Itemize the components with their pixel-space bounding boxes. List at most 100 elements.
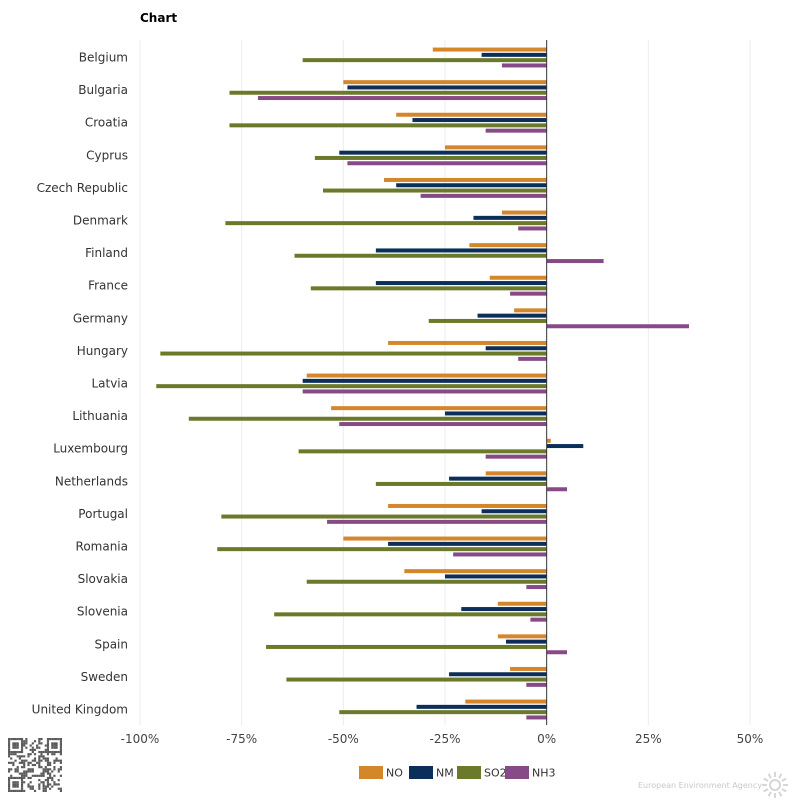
bar-nox[interactable] <box>469 243 547 248</box>
x-tick-label: 0% <box>537 732 556 746</box>
bar-nox[interactable] <box>388 503 547 508</box>
bar-nox[interactable] <box>306 373 547 378</box>
bar-nox[interactable] <box>497 601 547 606</box>
bar-nh3[interactable] <box>420 193 547 198</box>
bar-nh3[interactable] <box>347 161 547 166</box>
bar-nmvoc[interactable] <box>445 574 547 579</box>
bar-sox[interactable] <box>298 449 547 454</box>
bar-sox[interactable] <box>266 644 547 649</box>
bar-nmvoc[interactable] <box>481 509 547 514</box>
bar-nmvoc[interactable] <box>445 411 547 416</box>
bar-nh3[interactable] <box>257 96 547 101</box>
bar-sox[interactable] <box>160 351 547 356</box>
bar-sox[interactable] <box>375 481 547 486</box>
legend-label-nmvoc[interactable]: NM <box>436 767 454 780</box>
bar-nox[interactable] <box>331 406 547 411</box>
bar-sox[interactable] <box>225 221 547 226</box>
bar-nmvoc[interactable] <box>416 704 547 709</box>
legend-swatch-nmvoc[interactable] <box>409 766 433 779</box>
bar-nh3[interactable] <box>546 259 604 264</box>
bar-sox[interactable] <box>229 123 547 128</box>
bar-sox[interactable] <box>302 58 547 63</box>
bar-nmvoc[interactable] <box>477 313 547 318</box>
bar-nox[interactable] <box>343 80 547 85</box>
bar-sox[interactable] <box>428 318 547 323</box>
bar-nox[interactable] <box>514 308 547 313</box>
bar-sox[interactable] <box>221 514 547 519</box>
bar-nox[interactable] <box>343 536 547 541</box>
bar-sox[interactable] <box>306 579 547 584</box>
bar-nh3[interactable] <box>526 715 547 720</box>
bar-sox[interactable] <box>314 155 547 160</box>
bar-nox[interactable] <box>384 177 547 182</box>
bar-nmvoc[interactable] <box>347 85 547 90</box>
bar-sox[interactable] <box>156 384 547 389</box>
bar-nox[interactable] <box>489 275 547 280</box>
category-label: Slovakia <box>78 572 128 586</box>
bar-nh3[interactable] <box>518 226 547 231</box>
bar-nmvoc[interactable] <box>485 346 547 351</box>
bar-nh3[interactable] <box>510 291 547 296</box>
bar-nh3[interactable] <box>530 617 547 622</box>
bar-nh3[interactable] <box>339 422 547 427</box>
bar-nox[interactable] <box>432 47 547 52</box>
eea-sun-icon <box>762 772 788 798</box>
legend-swatch-nh3[interactable] <box>505 766 529 779</box>
bar-nh3[interactable] <box>485 454 547 459</box>
bar-nmvoc[interactable] <box>449 476 547 481</box>
bar-nox[interactable] <box>396 112 547 117</box>
bar-nh3[interactable] <box>485 128 547 133</box>
bar-nox[interactable] <box>445 145 547 150</box>
bar-nmvoc[interactable] <box>473 215 547 220</box>
legend-label-nh3[interactable]: NH3 <box>532 767 556 780</box>
bar-sox[interactable] <box>323 188 547 193</box>
bar-nox[interactable] <box>388 340 547 345</box>
bar-sox[interactable] <box>286 677 547 682</box>
bar-nh3[interactable] <box>518 356 547 361</box>
bar-nmvoc[interactable] <box>546 444 584 449</box>
bar-nh3[interactable] <box>327 519 547 524</box>
bar-nh3[interactable] <box>526 682 547 687</box>
legend-swatch-nox[interactable] <box>359 766 383 779</box>
bar-nox[interactable] <box>501 210 547 215</box>
legend-label-sox[interactable]: SO2 <box>484 767 507 780</box>
bar-nh3[interactable] <box>501 63 547 68</box>
bar-nmvoc[interactable] <box>461 607 547 612</box>
bar-nox[interactable] <box>510 666 547 671</box>
bar-nmvoc[interactable] <box>388 541 547 546</box>
bar-nox[interactable] <box>497 634 547 639</box>
bars <box>156 47 689 720</box>
bar-nmvoc[interactable] <box>449 672 547 677</box>
bar-sox[interactable] <box>310 286 547 291</box>
bar-nh3[interactable] <box>546 487 567 492</box>
bar-nmvoc[interactable] <box>506 639 547 644</box>
bar-nmvoc[interactable] <box>375 281 547 286</box>
category-label: Lithuania <box>72 409 128 423</box>
bar-nh3[interactable] <box>526 585 547 590</box>
bar-nmvoc[interactable] <box>481 52 547 57</box>
bar-nmvoc[interactable] <box>396 183 547 188</box>
x-tick-label: -75% <box>226 732 257 746</box>
legend[interactable]: NO NM SO2 NH3 <box>359 766 556 780</box>
bar-sox[interactable] <box>274 612 547 617</box>
bar-sox[interactable] <box>188 416 547 421</box>
bar-sox[interactable] <box>294 253 547 258</box>
legend-swatch-sox[interactable] <box>457 766 481 779</box>
bar-nox[interactable] <box>404 569 547 574</box>
bar-nmvoc[interactable] <box>412 118 547 123</box>
bar-nox[interactable] <box>485 471 547 476</box>
bar-nox[interactable] <box>546 438 551 443</box>
bar-nmvoc[interactable] <box>302 378 547 383</box>
legend-label-nox[interactable]: NO <box>386 767 403 780</box>
category-label: Hungary <box>77 344 128 358</box>
bar-sox[interactable] <box>217 547 547 552</box>
bar-sox[interactable] <box>229 90 547 95</box>
bar-sox[interactable] <box>339 710 547 715</box>
bar-nmvoc[interactable] <box>339 150 547 155</box>
bar-nox[interactable] <box>465 699 547 704</box>
bar-nmvoc[interactable] <box>375 248 547 253</box>
bar-nh3[interactable] <box>546 650 567 655</box>
bar-nh3[interactable] <box>302 389 547 394</box>
bar-nh3[interactable] <box>546 324 689 329</box>
bar-nh3[interactable] <box>453 552 547 557</box>
